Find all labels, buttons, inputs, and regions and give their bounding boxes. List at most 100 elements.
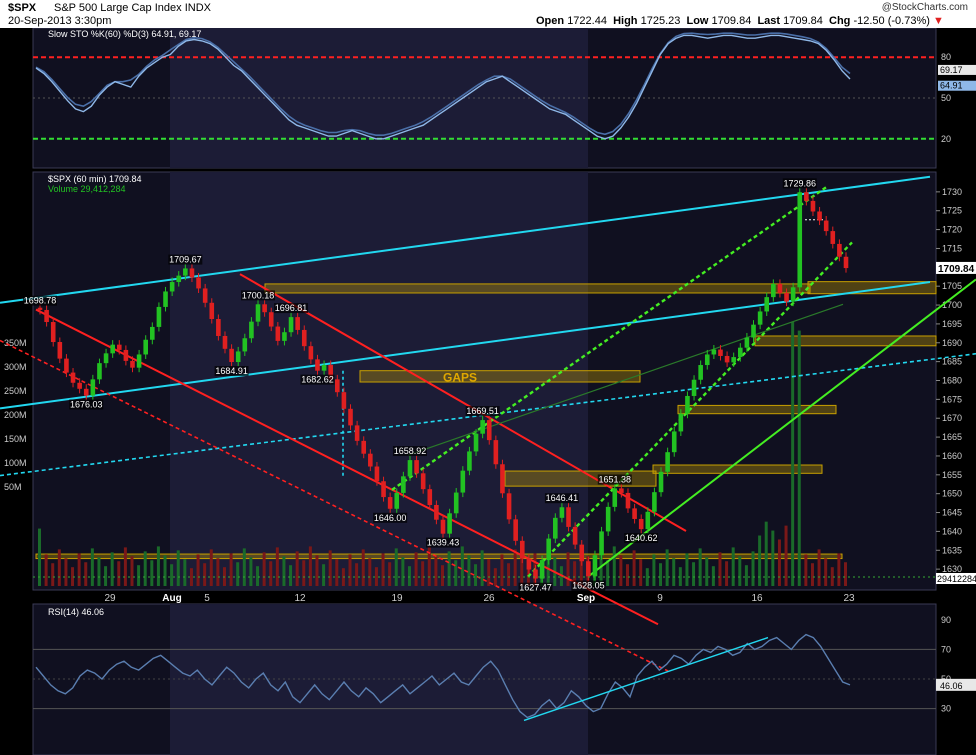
volume-bar [573,561,577,586]
annotation-bg [392,446,427,457]
candle-body [196,277,201,289]
volume-bar [804,554,808,586]
volume-bar [454,560,458,586]
candle-body [229,348,234,363]
sto-tick-label: 20 [941,134,951,144]
candle-body [295,317,300,330]
candle-body [460,470,466,493]
candle-body [566,507,571,527]
candle-body [57,342,63,359]
volume-bar [163,555,167,586]
sto-last-value-2: 64.91 [940,81,963,91]
candle-body [546,538,552,561]
volume-bar [295,551,299,586]
volume-bar [718,552,722,586]
sto-last-box-2 [938,80,976,91]
volume-bar [256,566,260,586]
candle-body [348,408,353,426]
volume-bar [791,321,795,586]
volume-bar [837,553,841,586]
candle-body [737,347,743,358]
candle-body [757,311,763,325]
volume-bar [672,558,676,586]
price-tick-label: 1670 [942,413,962,423]
annotation-bg [624,533,659,544]
candle-body [500,464,505,494]
price-tick-label: 1685 [942,357,962,367]
candle-body [764,297,770,312]
candle-body [381,481,386,498]
candle-body [354,425,360,441]
candle-body [176,275,182,283]
volume-bar [322,564,326,586]
x-tick-label: Aug [162,593,181,604]
candle-body [572,526,578,545]
volume-bar [507,563,511,586]
volume-bar [493,568,497,586]
volume-bar [249,557,253,586]
volume-bar [612,546,616,586]
volume-bar [183,559,187,586]
rsi-last-box [936,678,976,691]
volume-bar [368,558,372,586]
timestamp: 20-Sep-2013 3:30pm [8,15,112,27]
volume-bar [381,553,385,586]
candle-body [533,569,538,579]
candle-body [427,489,433,505]
price-annotation: 1627.47 [519,583,552,593]
upper-channel-line [0,175,931,304]
candle-body [301,329,307,347]
volume-bar [262,552,266,586]
volume-bar [77,553,81,586]
volume-bar [460,546,464,586]
candle-body [731,357,736,363]
volume-bar [117,561,121,586]
volume-bar [97,557,101,586]
price-tick-label: 1680 [942,376,962,386]
volume-bar [123,547,127,586]
volume-bar [315,555,319,586]
gap-box [677,404,837,415]
candle-body [632,508,637,519]
volume-bar [480,550,484,586]
price-tick-label: 1725 [942,206,962,216]
gap-box [504,470,657,487]
green-uptrend-line [589,278,976,576]
candle-body [341,392,347,409]
candle-body [37,307,43,310]
volume-bar [104,566,108,586]
volume-bar [388,562,392,586]
volume-bar [645,568,649,586]
volume-bar [447,551,451,586]
price-tick-label: 1700 [942,300,962,310]
rsi-tick-label: 70 [941,644,951,654]
volume-bar [625,564,629,586]
volume-bar [38,528,41,586]
volume-bar [824,558,828,586]
ohlc-readout: Open 1722.44 High 1725.23 Low 1709.84 La… [536,15,944,27]
volume-tick-label: 250M [4,386,27,396]
candle-body [334,379,340,393]
volume-bar [738,556,742,586]
annotation-bg [597,474,632,485]
price-annotation: 1640.62 [625,533,658,543]
candle-body [486,420,492,441]
price-tick-label: 1640 [942,526,962,536]
price-tick-label: 1655 [942,470,962,480]
volume-bar [84,562,88,586]
candle-body [671,431,677,453]
volume-bar [599,551,603,586]
sto-last-box [938,64,976,75]
volume-bar [764,521,768,586]
annotation-bg [426,537,460,548]
volume-bar [137,565,141,586]
candle-body [434,505,439,520]
price-annotation: 1729.86 [783,178,816,188]
gap-box [754,335,937,347]
price-annotation: 1639.43 [427,538,460,548]
x-tick-label: 16 [751,593,763,604]
candle-body [744,337,750,348]
volume-bar [844,562,847,586]
candle-body [116,344,122,350]
volume-bar [711,566,715,586]
